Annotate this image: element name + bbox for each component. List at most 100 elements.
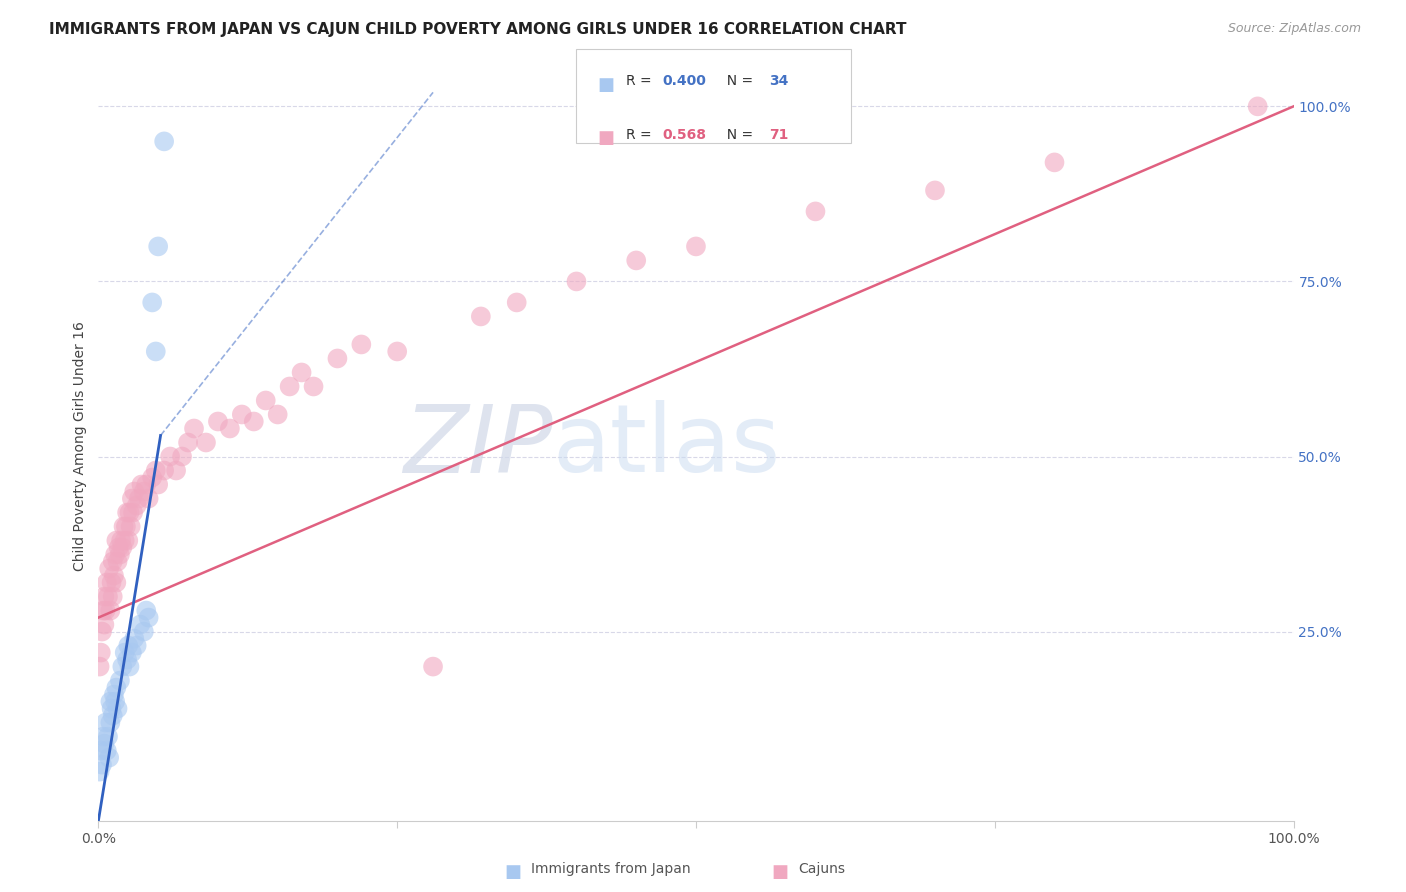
Point — [470, 310, 492, 324]
Point — [91, 730, 114, 744]
Point — [93, 737, 115, 751]
Point — [105, 533, 128, 548]
Point — [326, 351, 349, 366]
Point — [1247, 99, 1270, 113]
Point — [165, 463, 187, 477]
Point — [122, 506, 145, 520]
Text: 34: 34 — [769, 74, 789, 88]
Point — [108, 673, 131, 688]
Point — [105, 575, 128, 590]
Point — [626, 253, 648, 268]
Text: R =: R = — [626, 74, 655, 88]
Point — [101, 708, 124, 723]
Point — [145, 463, 167, 477]
Point — [685, 239, 707, 253]
Point — [207, 415, 229, 429]
Point — [243, 415, 266, 429]
Point — [131, 477, 153, 491]
Point — [121, 491, 143, 506]
Point — [100, 575, 122, 590]
Point — [97, 730, 120, 744]
Point — [148, 239, 170, 253]
Point — [195, 435, 218, 450]
Point — [153, 135, 176, 149]
Point — [98, 603, 122, 617]
Point — [153, 463, 176, 477]
Text: 0.400: 0.400 — [662, 74, 706, 88]
Point — [385, 344, 409, 359]
Point — [177, 435, 200, 450]
Text: ZIP: ZIP — [404, 401, 553, 491]
Point — [96, 575, 118, 590]
Point — [129, 617, 152, 632]
Point — [138, 610, 160, 624]
Text: R =: R = — [626, 128, 655, 142]
Point — [103, 568, 125, 582]
Point — [105, 681, 128, 695]
Point — [135, 603, 157, 617]
Point — [148, 477, 170, 491]
Text: 71: 71 — [769, 128, 789, 142]
Point — [125, 639, 148, 653]
Point — [254, 393, 277, 408]
Point — [565, 275, 588, 289]
Text: IMMIGRANTS FROM JAPAN VS CAJUN CHILD POVERTY AMONG GIRLS UNDER 16 CORRELATION CH: IMMIGRANTS FROM JAPAN VS CAJUN CHILD POV… — [49, 22, 907, 37]
Point — [138, 491, 160, 506]
Text: 0.568: 0.568 — [662, 128, 706, 142]
Y-axis label: Child Poverty Among Girls Under 16: Child Poverty Among Girls Under 16 — [73, 321, 87, 571]
Point — [104, 548, 127, 562]
Point — [350, 337, 373, 351]
Text: N =: N = — [718, 128, 758, 142]
Point — [93, 617, 115, 632]
Point — [506, 295, 529, 310]
Point — [115, 519, 138, 533]
Point — [114, 533, 136, 548]
Point — [117, 639, 139, 653]
Point — [111, 659, 134, 673]
Point — [172, 450, 194, 464]
Point — [98, 561, 121, 575]
Point — [924, 183, 946, 197]
Text: N =: N = — [718, 74, 758, 88]
Point — [120, 519, 142, 533]
Point — [124, 484, 146, 499]
Point — [98, 750, 121, 764]
Point — [121, 646, 143, 660]
Point — [90, 743, 112, 757]
Point — [110, 533, 132, 548]
Point — [94, 603, 117, 617]
Point — [278, 379, 301, 393]
Point — [103, 688, 125, 702]
Text: ■: ■ — [598, 129, 614, 147]
Text: ■: ■ — [505, 863, 522, 881]
Point — [115, 506, 138, 520]
Text: ■: ■ — [598, 76, 614, 94]
Point — [267, 408, 290, 422]
Point — [159, 450, 181, 464]
Point — [91, 624, 114, 639]
Point — [96, 743, 118, 757]
Point — [231, 408, 253, 422]
Point — [114, 646, 136, 660]
Point — [118, 659, 141, 673]
Point — [94, 715, 117, 730]
Point — [98, 715, 122, 730]
Point — [132, 624, 155, 639]
Point — [118, 506, 141, 520]
Point — [141, 295, 163, 310]
Point — [108, 548, 131, 562]
Point — [1043, 155, 1066, 169]
Point — [91, 757, 114, 772]
Point — [128, 491, 150, 506]
Point — [117, 533, 139, 548]
Point — [115, 652, 138, 666]
Point — [132, 484, 155, 499]
Point — [98, 695, 122, 709]
Point — [107, 555, 129, 569]
Point — [291, 366, 314, 380]
Point — [101, 555, 124, 569]
Point — [183, 421, 205, 435]
Point — [107, 701, 129, 715]
Text: Cajuns: Cajuns — [799, 862, 845, 876]
Point — [89, 659, 111, 673]
